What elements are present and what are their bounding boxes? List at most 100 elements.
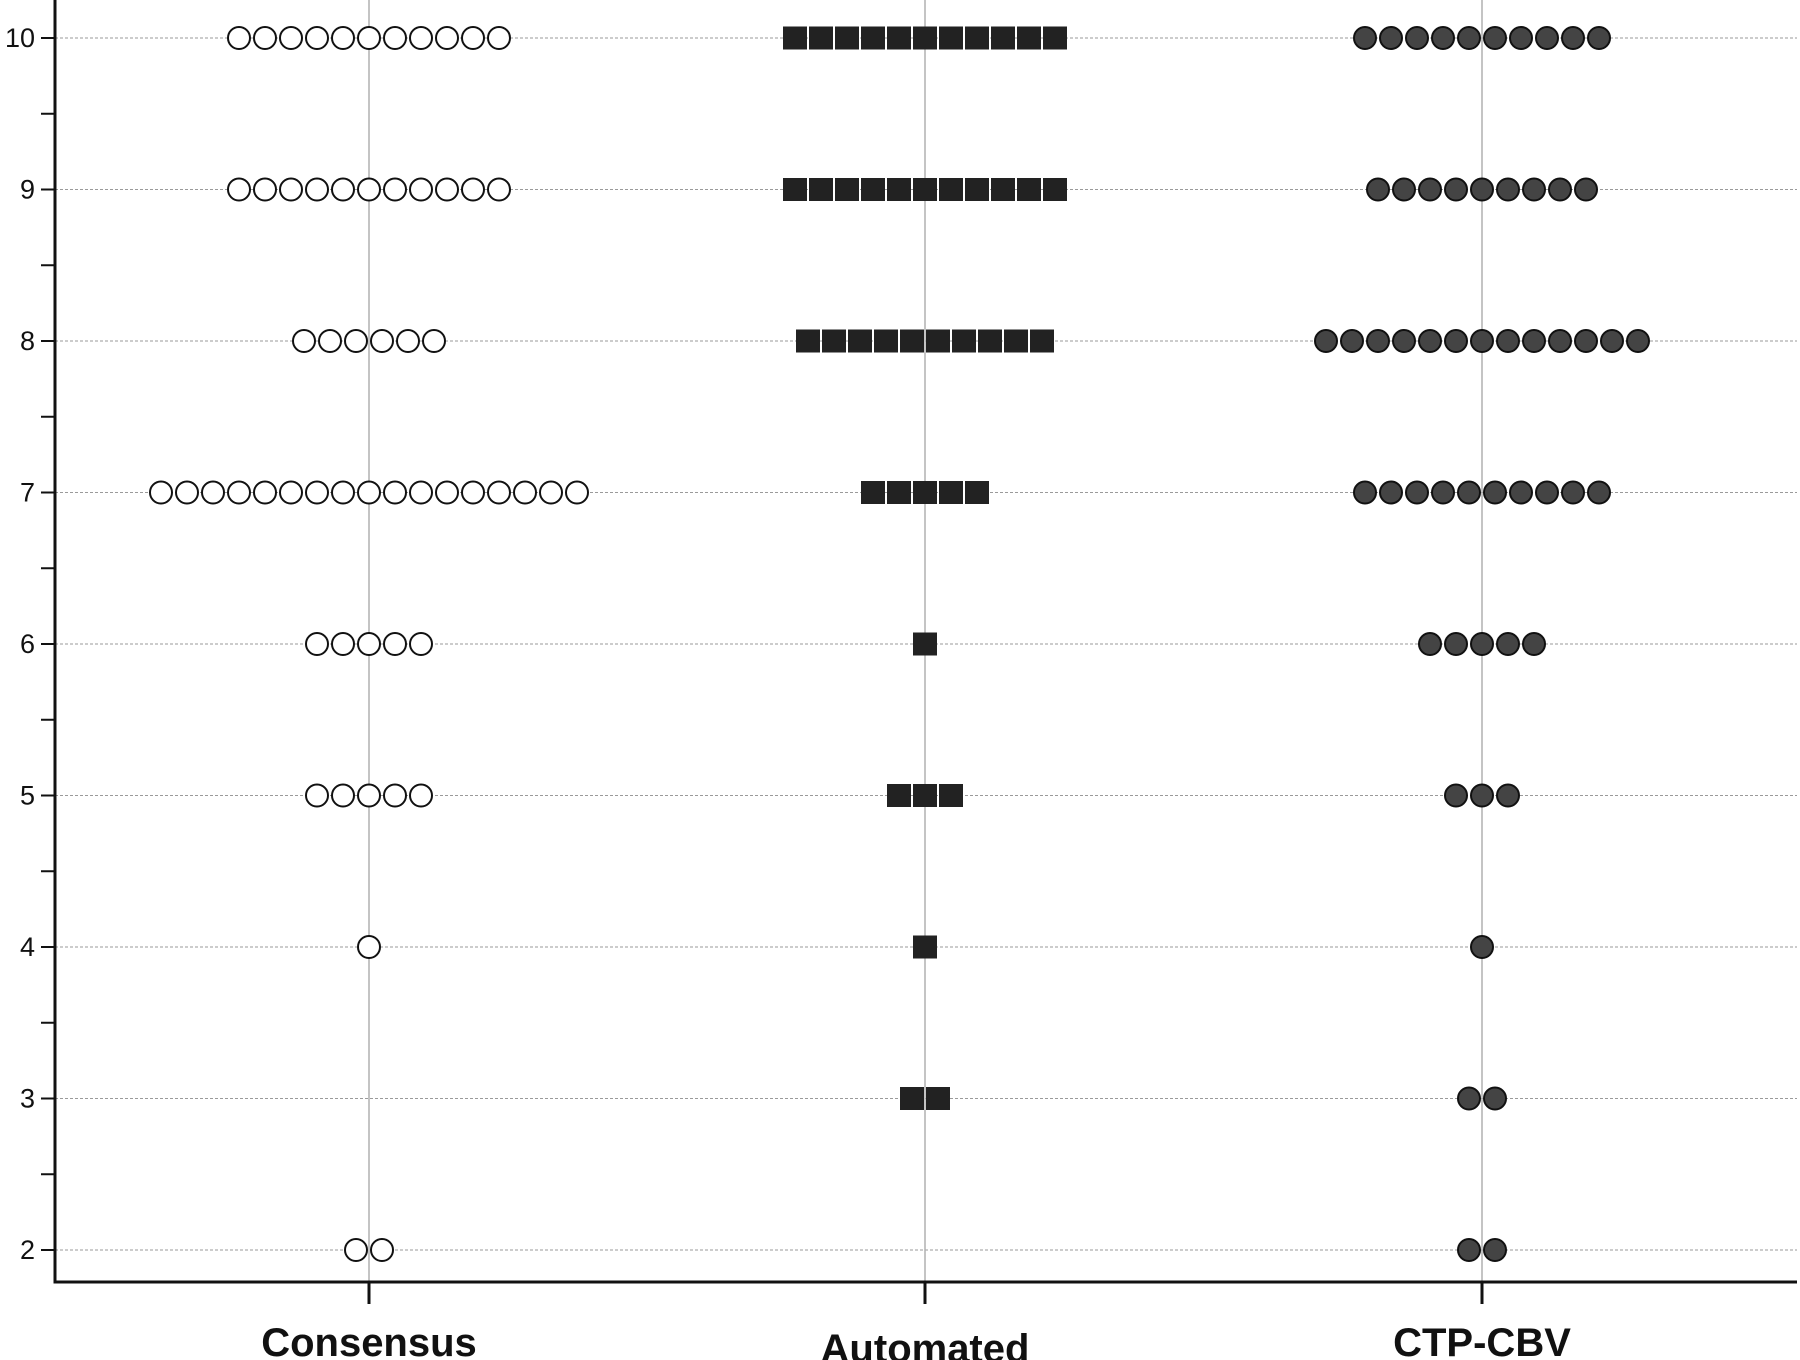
data-point-filled-circle — [1496, 632, 1520, 656]
data-point-square — [887, 481, 911, 504]
data-point-filled-circle — [1353, 26, 1377, 50]
data-point-square — [939, 26, 963, 50]
y-axis-ticks: 2 3 4 5 6 7 8 9 10 — [5, 23, 55, 1265]
data-point-open-circle — [344, 1238, 368, 1262]
data-point-open-circle — [305, 480, 329, 505]
data-point-square — [939, 784, 963, 807]
data-point-filled-circle — [1548, 177, 1572, 202]
data-point-square — [913, 26, 937, 50]
data-point-open-circle — [435, 480, 459, 505]
data-point-square — [783, 26, 807, 50]
data-point-filled-circle — [1535, 26, 1559, 50]
data-point-filled-circle — [1496, 783, 1520, 808]
data-point-open-circle — [461, 480, 485, 505]
data-point-filled-circle — [1522, 329, 1546, 353]
data-point-open-circle — [383, 783, 407, 808]
data-point-square — [952, 329, 976, 353]
data-point-filled-circle — [1470, 329, 1494, 353]
data-point-filled-circle — [1405, 480, 1429, 505]
data-point-filled-circle — [1626, 329, 1650, 353]
data-point-square — [783, 178, 807, 201]
data-point-open-circle — [370, 1238, 394, 1262]
data-point-open-circle — [305, 783, 329, 808]
data-point-square — [913, 481, 937, 504]
y-tick-label: 8 — [20, 326, 35, 356]
data-point-filled-circle — [1418, 632, 1442, 656]
data-point-open-circle — [435, 26, 459, 50]
data-point-open-circle — [331, 480, 355, 505]
data-point-filled-circle — [1509, 480, 1533, 505]
data-point-filled-circle — [1418, 177, 1442, 202]
data-point-filled-circle — [1587, 26, 1611, 50]
data-point-open-circle — [292, 329, 316, 353]
data-point-filled-circle — [1470, 632, 1494, 656]
data-point-square — [965, 178, 989, 201]
data-point-filled-circle — [1470, 935, 1494, 959]
data-point-square — [809, 178, 833, 201]
data-point-filled-circle — [1600, 329, 1624, 353]
data-point-square — [822, 329, 846, 353]
data-point-square — [913, 632, 937, 656]
data-point-square — [965, 26, 989, 50]
data-point-filled-circle — [1379, 26, 1403, 50]
data-point-filled-circle — [1392, 329, 1416, 353]
data-point-square — [1043, 178, 1067, 201]
data-point-open-circle — [409, 783, 433, 808]
data-point-open-circle — [318, 329, 342, 353]
data-point-filled-circle — [1444, 329, 1468, 353]
data-point-open-circle — [422, 329, 446, 353]
data-point-open-circle — [383, 632, 407, 656]
data-point-open-circle — [383, 177, 407, 202]
data-point-open-circle — [357, 26, 381, 50]
y-tick-label: 4 — [20, 932, 35, 962]
data-point-square — [1004, 329, 1028, 353]
data-point-filled-circle — [1548, 329, 1572, 353]
data-point-open-circle — [357, 935, 381, 959]
y-tick-label: 5 — [20, 781, 35, 811]
data-point-square — [861, 481, 885, 504]
data-point-filled-circle — [1444, 632, 1468, 656]
data-points — [149, 26, 1650, 1262]
data-point-filled-circle — [1535, 480, 1559, 505]
data-point-square — [978, 329, 1002, 353]
data-point-square — [835, 26, 859, 50]
data-point-open-circle — [487, 480, 511, 505]
data-point-square — [1017, 178, 1041, 201]
data-point-open-circle — [487, 26, 511, 50]
data-point-open-circle — [279, 480, 303, 505]
y-tick-label: 6 — [20, 629, 35, 659]
data-point-open-circle — [383, 480, 407, 505]
data-point-open-circle — [201, 480, 225, 505]
data-point-open-circle — [331, 26, 355, 50]
data-point-open-circle — [227, 480, 251, 505]
data-point-filled-circle — [1561, 26, 1585, 50]
x-axis-ticks: Consensus Automated CTP-CBV — [261, 1282, 1571, 1360]
data-point-open-circle — [305, 26, 329, 50]
data-point-square — [939, 481, 963, 504]
data-point-open-circle — [565, 480, 589, 505]
data-point-square — [926, 1087, 950, 1110]
data-point-filled-circle — [1392, 177, 1416, 202]
data-point-square — [887, 178, 911, 201]
data-point-filled-circle — [1353, 480, 1377, 505]
data-point-open-circle — [409, 26, 433, 50]
data-point-square — [991, 178, 1015, 201]
data-point-open-circle — [331, 783, 355, 808]
data-point-open-circle — [461, 177, 485, 202]
data-point-square — [861, 178, 885, 201]
data-point-filled-circle — [1431, 26, 1455, 50]
data-point-filled-circle — [1483, 1086, 1507, 1111]
data-point-square — [835, 178, 859, 201]
data-point-open-circle — [227, 177, 251, 202]
data-point-open-circle — [409, 177, 433, 202]
data-point-open-circle — [253, 177, 277, 202]
x-category-label: CTP-CBV — [1393, 1321, 1571, 1360]
data-point-open-circle — [513, 480, 537, 505]
data-point-open-circle — [370, 329, 394, 353]
data-point-open-circle — [253, 480, 277, 505]
data-point-open-circle — [409, 480, 433, 505]
data-point-filled-circle — [1496, 329, 1520, 353]
data-point-open-circle — [253, 26, 277, 50]
data-point-filled-circle — [1483, 480, 1507, 505]
